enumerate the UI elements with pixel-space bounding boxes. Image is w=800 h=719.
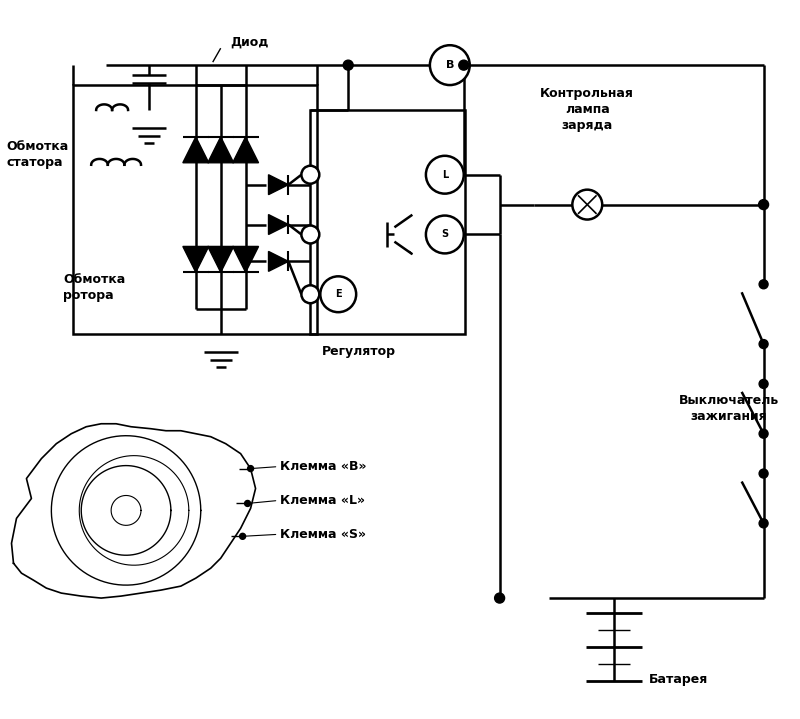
Polygon shape xyxy=(183,247,209,273)
Circle shape xyxy=(302,285,319,303)
Polygon shape xyxy=(410,251,412,255)
Text: Клемма «S»: Клемма «S» xyxy=(281,528,366,541)
Text: Клемма «L»: Клемма «L» xyxy=(281,494,366,507)
Text: L: L xyxy=(442,170,448,180)
Text: Батарея: Батарея xyxy=(649,673,708,686)
Circle shape xyxy=(572,190,602,219)
Circle shape xyxy=(758,200,769,209)
Circle shape xyxy=(302,166,319,183)
Polygon shape xyxy=(183,137,209,162)
Text: Контрольная
лампа
заряда: Контрольная лампа заряда xyxy=(540,88,634,132)
Polygon shape xyxy=(269,175,289,195)
Text: Регулятор: Регулятор xyxy=(322,344,396,357)
Polygon shape xyxy=(269,252,289,271)
Circle shape xyxy=(430,45,470,85)
Text: Обмотка
ротора: Обмотка ротора xyxy=(63,273,126,302)
Polygon shape xyxy=(269,214,289,234)
Polygon shape xyxy=(208,247,234,273)
Text: Выключатель
зажигания: Выключатель зажигания xyxy=(678,394,779,423)
Circle shape xyxy=(343,60,353,70)
Circle shape xyxy=(759,339,768,349)
Circle shape xyxy=(759,519,768,528)
Bar xyxy=(74,85,318,334)
Circle shape xyxy=(302,226,319,244)
Text: E: E xyxy=(335,289,342,299)
Polygon shape xyxy=(233,137,258,162)
Circle shape xyxy=(240,533,246,539)
Text: Клемма «B»: Клемма «B» xyxy=(281,460,367,473)
Text: B: B xyxy=(446,60,454,70)
Circle shape xyxy=(759,429,768,438)
Circle shape xyxy=(426,156,464,193)
Text: Обмотка
статора: Обмотка статора xyxy=(6,140,69,169)
Circle shape xyxy=(320,276,356,312)
Circle shape xyxy=(759,280,768,289)
Circle shape xyxy=(759,380,768,388)
Circle shape xyxy=(759,469,768,478)
Circle shape xyxy=(494,593,505,603)
Bar xyxy=(310,110,465,334)
Circle shape xyxy=(458,60,469,70)
Circle shape xyxy=(247,466,254,472)
Text: S: S xyxy=(442,229,448,239)
Polygon shape xyxy=(208,137,234,162)
Circle shape xyxy=(245,500,250,506)
Polygon shape xyxy=(233,247,258,273)
Circle shape xyxy=(426,216,464,253)
Text: Диод: Диод xyxy=(230,36,269,49)
